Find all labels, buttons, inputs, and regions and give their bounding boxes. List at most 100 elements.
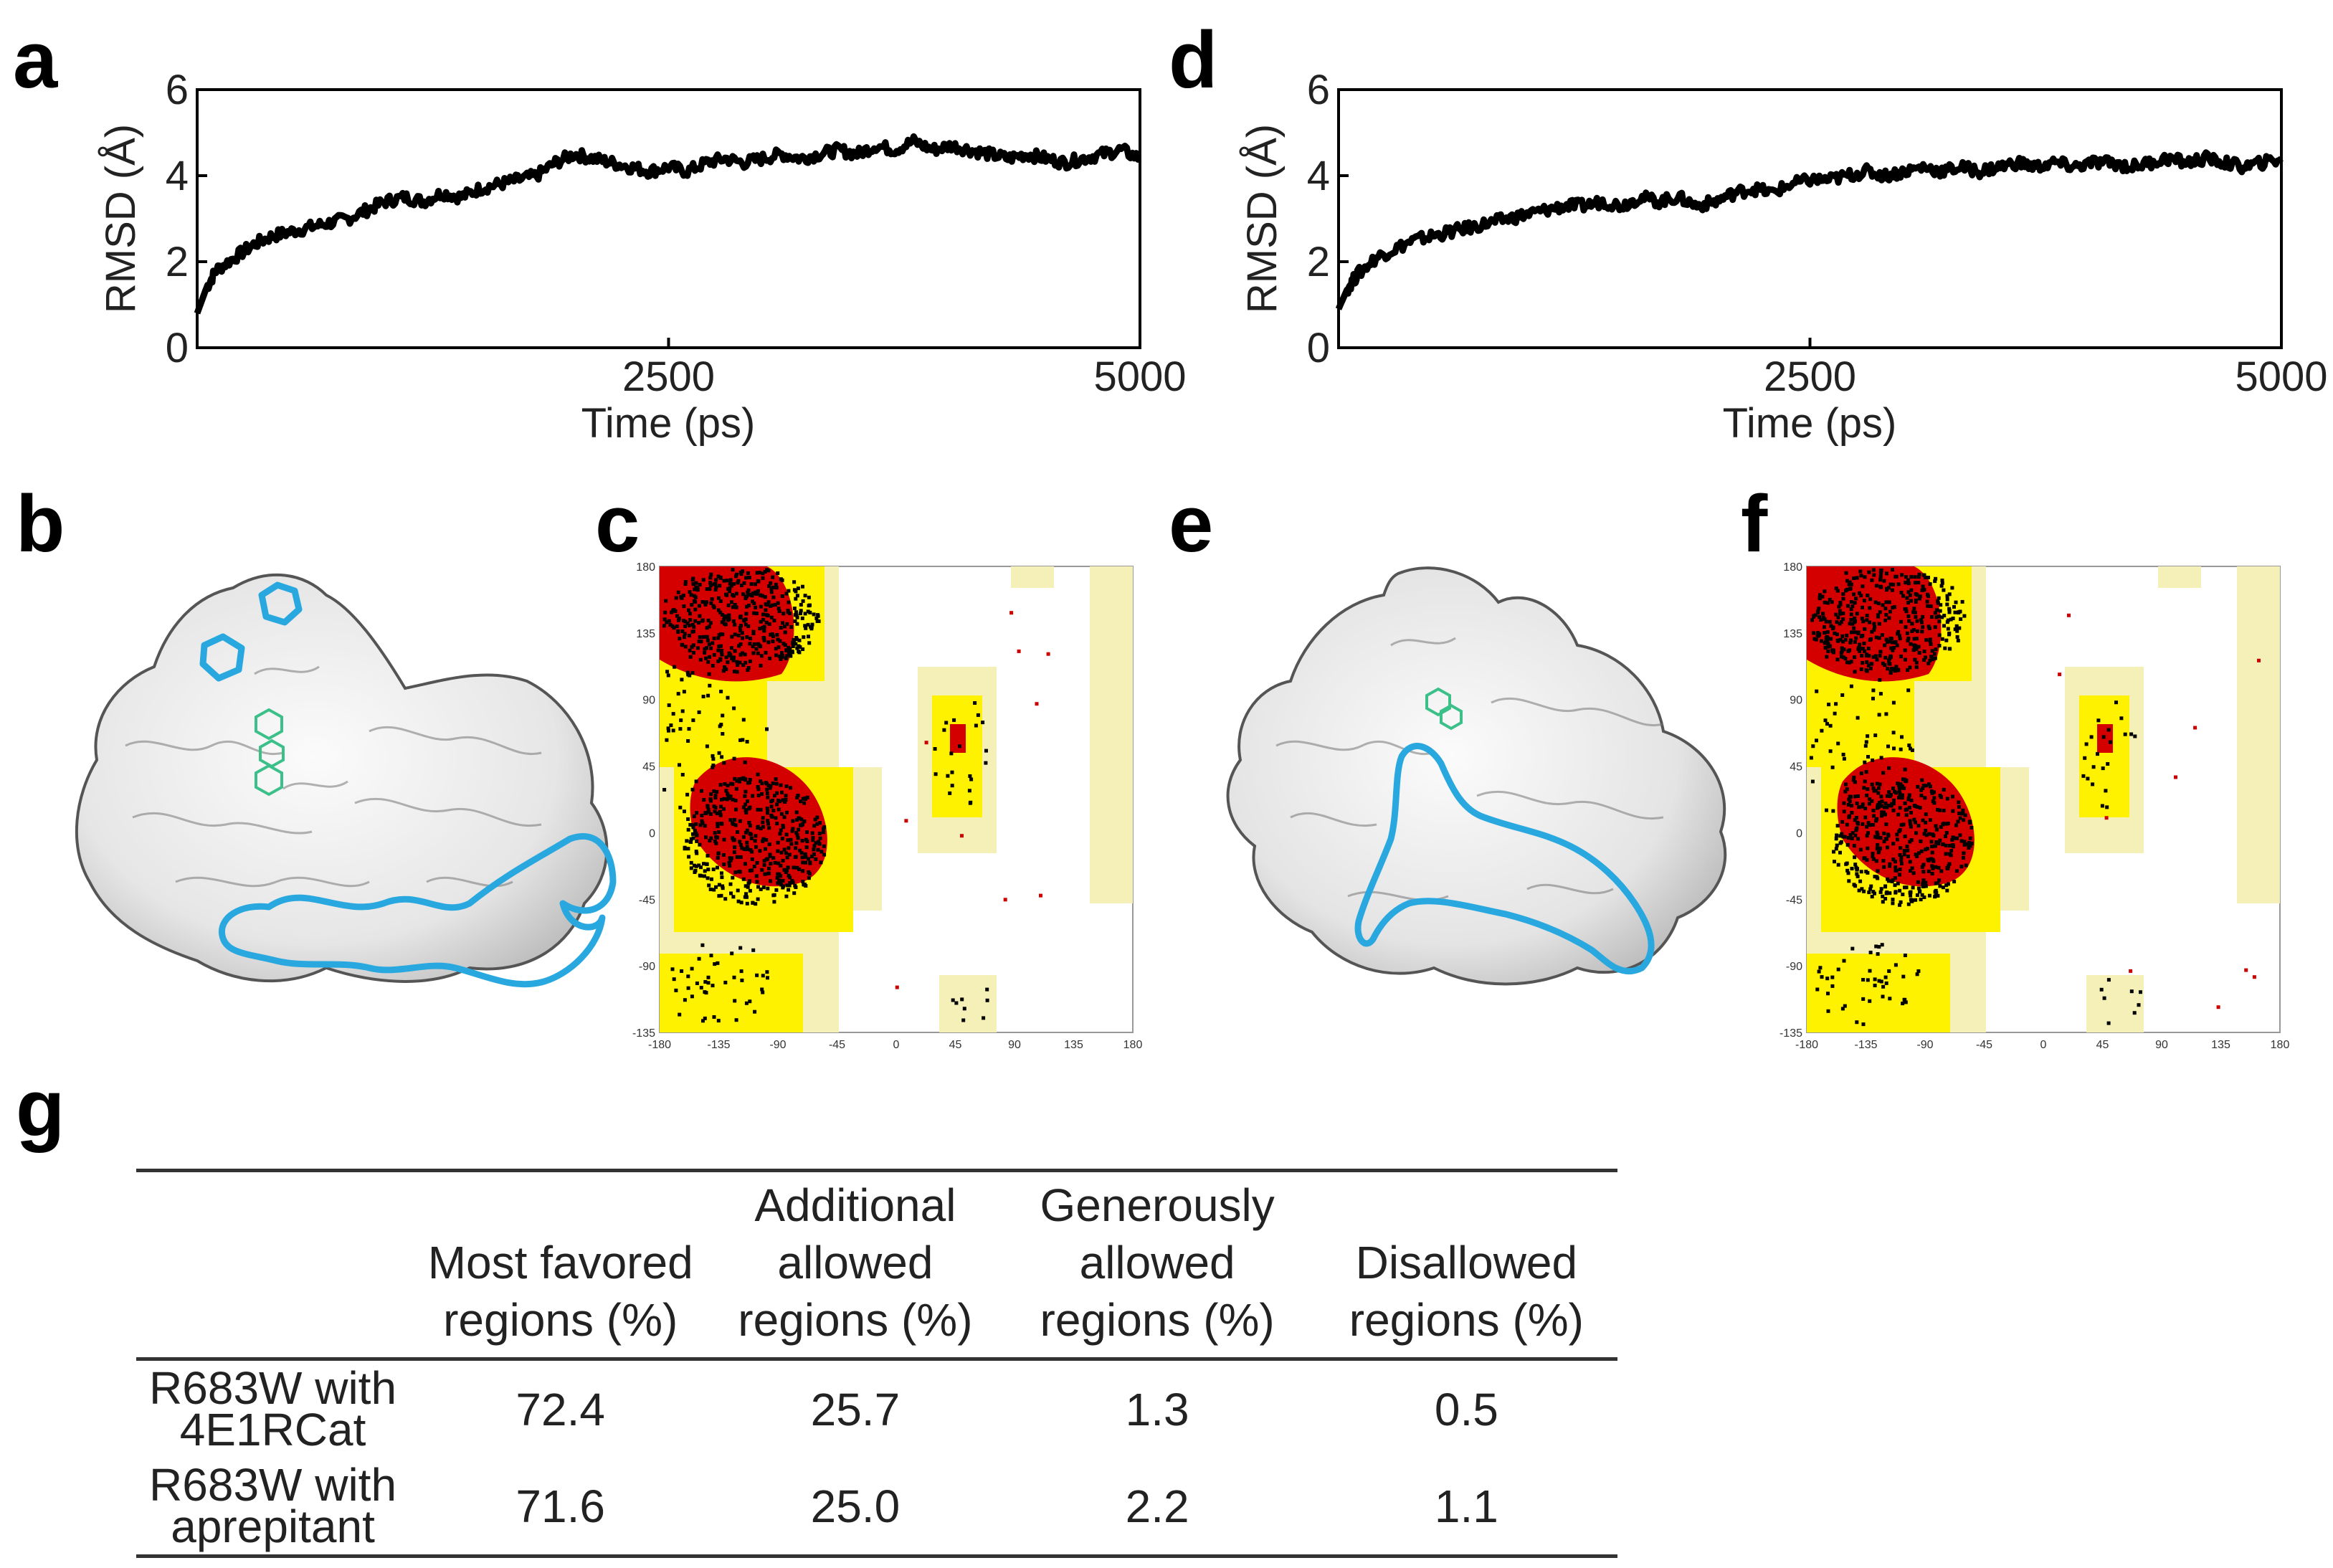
rama-point [1894,890,1898,895]
rama-point [686,673,690,677]
rama-point [1858,642,1862,647]
rama-point [1871,568,1876,572]
rama-point [717,883,721,887]
rama-point [1845,633,1849,637]
rama-point [1838,850,1842,855]
rama-point [1841,592,1845,596]
rama-point [737,644,741,648]
rama-point [677,618,680,622]
rama-point [761,617,766,622]
rama-point [720,797,723,802]
rama-point [671,712,675,716]
rama-point [949,751,954,756]
rama-point [707,810,711,814]
rama-point [760,792,764,796]
rama-point [2096,718,2101,723]
rama-point [784,591,789,596]
rama-point [1818,596,1822,600]
rama-point [1940,615,1944,619]
rama-point [1847,814,1851,818]
rama-point [768,656,772,660]
rama-point [2129,732,2134,736]
rama-x-tick-label: 135 [1064,1039,1083,1051]
rama-point [1911,610,1916,614]
rama-point [720,613,724,617]
rama-point [784,894,789,898]
table-row: R683W with aprepitant 71.6 25.0 2.2 1.1 [136,1458,1617,1557]
rama-point [1947,862,1952,866]
cell-additional-allowed: 25.0 [810,1480,901,1532]
rama-point [709,572,713,576]
rama-point [745,740,749,743]
loop-outline [1354,743,1655,975]
rama-point [1878,678,1882,682]
rama-point [693,868,698,873]
rama-point [1855,826,1859,830]
rama-point [1915,804,1919,809]
rama-point [724,592,728,597]
rama-point [1951,617,1955,620]
rama-point [1820,728,1824,733]
rama-point [740,584,743,587]
rama-point [733,823,738,827]
rama-point [1868,606,1872,610]
table-header-generously-allowed: Generously allowed regions (%) [1040,1179,1275,1346]
rama-point [1842,647,1846,652]
rama-point [792,891,797,895]
rama-point [745,901,749,906]
rama-point [738,843,743,847]
rama-point [811,836,815,840]
rama-point [751,591,756,596]
rama-point [701,635,705,639]
rama-point [1863,779,1867,784]
rama-point [814,616,819,620]
rama-point [675,624,679,629]
rama-point [733,632,737,637]
rama-point [780,651,784,655]
rama-point [690,966,694,971]
rama-point [689,860,693,865]
rama-point [1878,836,1883,840]
rama-point [1840,649,1844,653]
rama-point [803,853,807,857]
rama-point [1929,655,1933,659]
rama-point [712,1015,716,1019]
rama-point [1816,631,1820,635]
rama-point [766,809,770,813]
rama-point [738,855,743,859]
rama-point [1884,600,1888,604]
rama-point [1823,646,1828,650]
rama-point [1903,767,1907,771]
rama-point [950,784,954,788]
rama-point [757,571,761,574]
rama-point [724,655,728,660]
rama-point [1838,637,1843,642]
rama-point [750,594,754,598]
rama-point [687,608,690,612]
rama-point [1918,806,1922,810]
rama-point [700,600,705,604]
rama-point [780,594,784,598]
rama-point [691,622,695,627]
rama-point [1909,599,1913,603]
rama-point [816,847,820,852]
ramachandran-statistics-table: Most favored regions (%) Additional allo… [136,1169,1617,1558]
rama-point [692,599,696,603]
rama-point [2091,782,2095,787]
rama-point [709,954,713,958]
rama-point [1875,847,1879,851]
rama-point [766,614,770,618]
rama-point [1909,822,1913,826]
rama-point [1891,648,1895,652]
rama-point [718,576,723,580]
rama-point [1887,766,1891,770]
rama-point [1921,787,1925,790]
rama-point [804,626,808,630]
rama-point [1944,852,1948,856]
rama-point [672,626,676,630]
rama-point [1907,805,1911,809]
rama-point [1900,573,1904,577]
rama-point [741,663,746,667]
rama-point [1900,735,1904,739]
rama-point [683,809,686,814]
